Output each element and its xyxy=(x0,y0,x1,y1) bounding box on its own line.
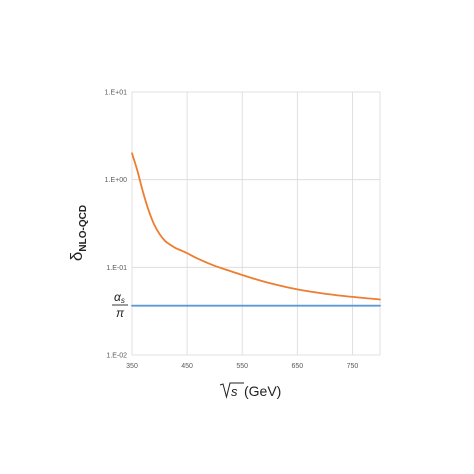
y-tick-labels: 1.E-02 1.E-01 1.E+00 1.E+01 xyxy=(105,90,127,360)
x-tick-label: 650 xyxy=(291,363,303,370)
x-axis-unit-label: (GeV) xyxy=(244,383,281,399)
x-tick-labels: 350 450 550 650 750 xyxy=(126,363,358,370)
y-tick-label: 1.E-01 xyxy=(106,265,127,272)
x-tick-label: 750 xyxy=(347,363,359,370)
svg-text:αs: αs xyxy=(114,290,125,305)
annotation-numerator-sub: s xyxy=(121,296,125,305)
y-tick-label: 1.E+00 xyxy=(105,177,127,184)
series-line-1 xyxy=(131,152,381,301)
y-axis-title-sub: NLO-QCD xyxy=(78,205,89,252)
grid xyxy=(131,91,381,356)
x-axis-symbol: s xyxy=(231,384,238,399)
annotation-denominator: π xyxy=(116,306,125,320)
sqrt-radical-icon xyxy=(219,382,244,399)
series-group xyxy=(131,152,381,307)
y-tick-label: 1.E+01 xyxy=(105,90,127,97)
y-axis-title: δNLO-QCD xyxy=(67,205,89,261)
x-tick-label: 350 xyxy=(126,363,138,370)
y-axis-title-main: δ xyxy=(67,252,86,261)
y-tick-label: 1.E-02 xyxy=(106,353,127,360)
alpha-s-over-pi-annotation: αs π xyxy=(112,290,128,320)
svg-text:δNLO-QCD: δNLO-QCD xyxy=(67,205,89,261)
x-axis-title: s (GeV) xyxy=(219,382,281,399)
x-tick-label: 450 xyxy=(181,363,193,370)
x-tick-label: 550 xyxy=(236,363,248,370)
annotation-numerator: α xyxy=(114,290,122,304)
